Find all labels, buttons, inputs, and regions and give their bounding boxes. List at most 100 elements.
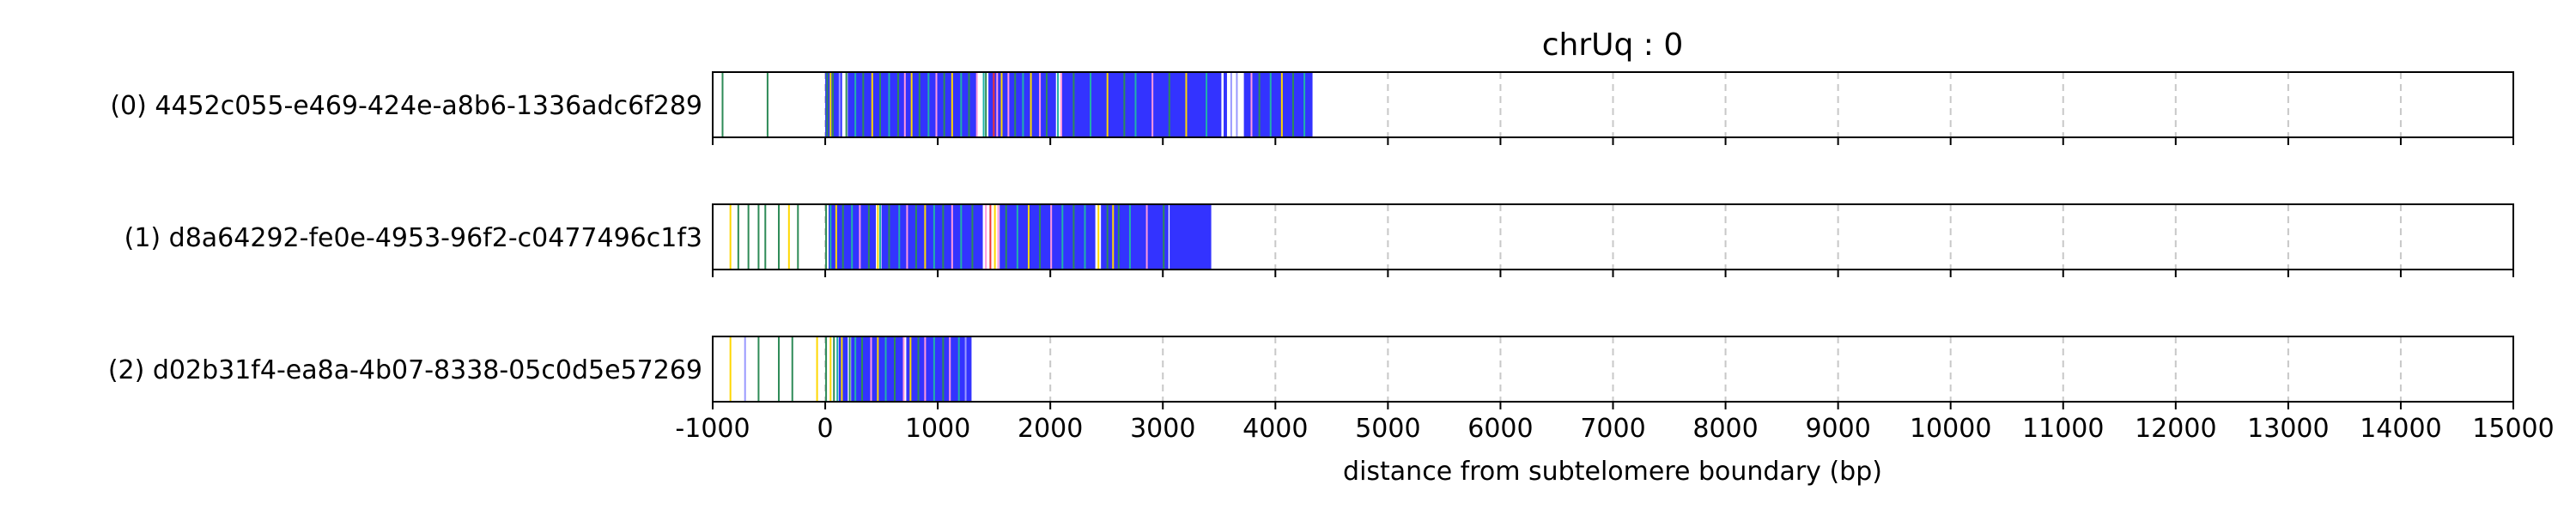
motif-mark [997,204,999,270]
motif-mark [877,336,879,402]
motif-mark [825,204,828,270]
motif-mark [975,72,978,137]
motif-mark [933,204,935,270]
x-tick-label: 5000 [1355,414,1420,444]
motif-mark [829,72,832,137]
read-label: (1) d8a64292-fe0e-4953-96f2-c0477496c1f3 [125,223,702,253]
motif-mark [1250,72,1253,137]
x-axis-label: distance from subtelomere boundary (bp) [1343,457,1882,487]
motif-mark [861,336,864,402]
motif-mark [854,336,857,402]
motif-block [999,204,1096,270]
x-tick-label: 0 [817,414,834,444]
motif-mark [757,204,760,270]
motif-mark [1123,72,1126,137]
motif-mark [764,204,767,270]
x-tick-label: 9000 [1805,414,1870,444]
motif-mark [993,72,995,137]
motif-mark [826,72,829,137]
read-label: (2) d02b31f4-ea8a-4b07-8338-05c0d5e57269 [108,355,702,385]
motif-mark [1072,204,1075,270]
x-tick-label: 15000 [2472,414,2554,444]
motif-block [1170,204,1212,270]
motif-mark [841,204,844,270]
motif-mark [848,336,851,402]
motif-mark [871,72,873,137]
motif-mark [851,204,854,270]
motif-mark [1106,72,1109,137]
motif-mark [1151,72,1154,137]
x-tick-label: 12000 [2135,414,2216,444]
x-axis-ticks: -1000 0 1000 2000 3000 4000 5000 6000 7000 8000 90… [675,414,2554,444]
motif-mark [862,72,865,137]
motif-mark [1134,72,1137,137]
motif-mark [1145,204,1148,270]
motif-mark [744,336,746,402]
motif-mark [957,336,960,402]
motif-mark [1060,72,1062,137]
motif-mark [1022,72,1024,137]
motif-mark [1236,72,1238,137]
x-tick-label: 10000 [1910,414,1991,444]
motif-block [1061,72,1222,137]
motif-mark [951,72,953,137]
motif-mark [960,204,963,270]
motif-mark [951,204,953,270]
motif-mark [935,72,938,137]
motif-mark [903,72,906,137]
x-tick-label: 13000 [2247,414,2329,444]
motif-mark [1084,204,1086,270]
x-tick-label: 14000 [2360,414,2441,444]
motif-mark [888,204,890,270]
read-panels: (0) 4452c055-e469-424e-a8b6-1336adc6f289… [108,71,2514,409]
motif-mark [914,204,917,270]
motif-block [1243,72,1313,137]
motif-mark [902,336,905,402]
motif-mark [1291,72,1294,137]
motif-mark [816,336,818,402]
motif-mark [909,336,912,402]
motif-mark [888,72,890,137]
x-tick-label: 8000 [1692,414,1758,444]
motif-mark [845,72,848,137]
motif-mark [993,204,996,270]
motif-mark [838,72,841,137]
x-tick-label: -1000 [675,414,750,444]
motif-mark [721,72,724,137]
motif-mark [1230,72,1232,137]
motif-mark [924,204,927,270]
motif-mark [1168,72,1170,137]
read-panel: (1) d8a64292-fe0e-4953-96f2-c0477496c1f3 [125,203,2514,277]
motif-mark [949,336,951,402]
motif-block [1224,72,1227,137]
motif-mark [1030,72,1032,137]
motif-mark [884,336,887,402]
motif-mark [1097,204,1100,270]
motif-mark [1050,204,1053,270]
motif-mark [778,204,781,270]
x-tick-label: 3000 [1130,414,1195,444]
motif-mark [1057,72,1060,137]
motif-mark [1106,204,1109,270]
motif-mark [942,336,945,402]
motif-mark [1072,72,1075,137]
motif-mark [989,204,992,270]
motif-mark [1280,72,1283,137]
motif-mark [1206,72,1208,137]
motif-mark [836,336,839,402]
x-tick-label: 11000 [2022,414,2104,444]
motif-mark [1000,72,1003,137]
chart-title: chrUq : 0 [1542,27,1684,63]
motif-mark [1090,72,1092,137]
motif-mark [996,72,999,137]
x-tick-label: 6000 [1467,414,1533,444]
motif-mark [1303,72,1306,137]
x-tick-label: 2000 [1018,414,1083,444]
motif-block [1101,204,1169,270]
motif-mark [910,72,913,137]
motif-mark [831,72,834,137]
motif-mark [943,72,945,137]
motif-mark [867,204,870,270]
motif-mark [878,72,881,137]
